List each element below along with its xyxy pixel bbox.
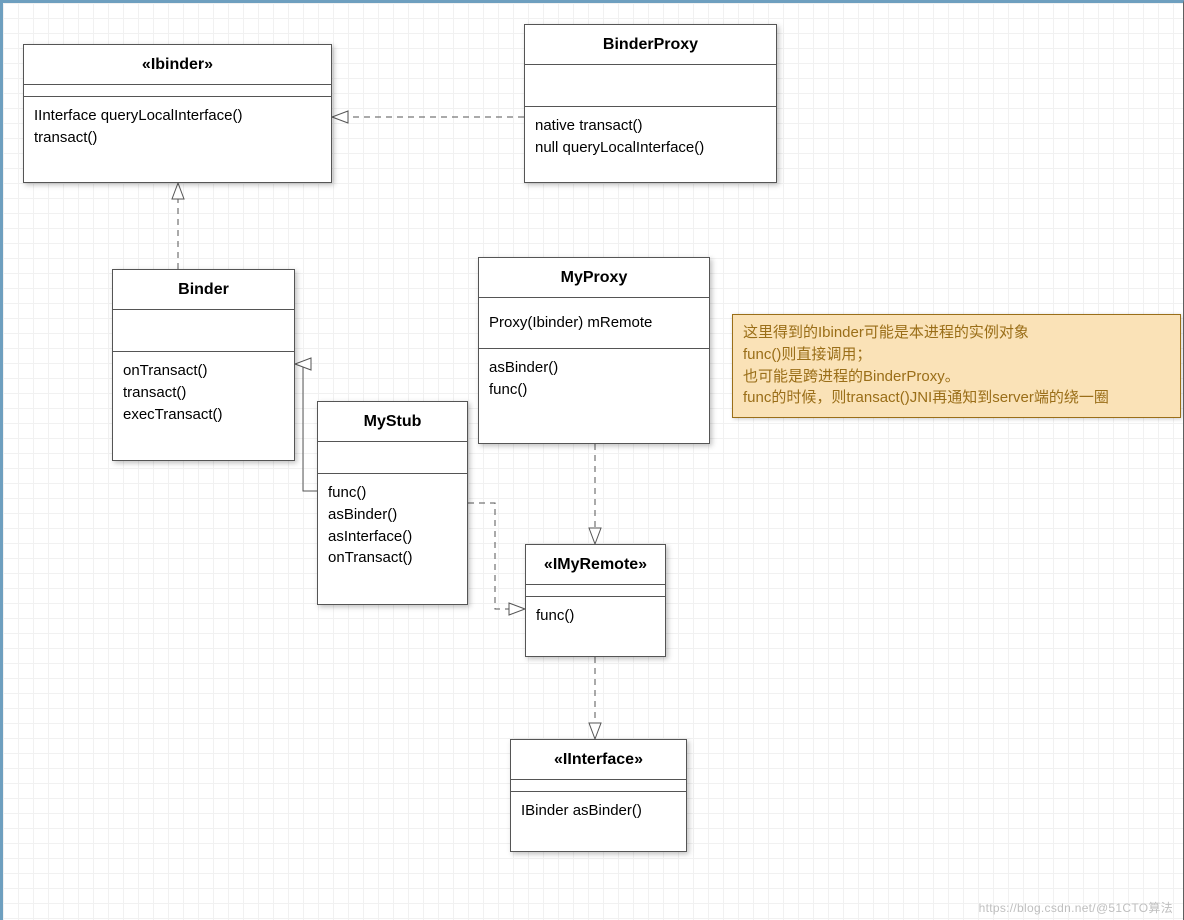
- class-attrs: [113, 310, 294, 352]
- class-title: Binder: [113, 270, 294, 310]
- class-attrs: [511, 780, 686, 792]
- class-iinterface: «IInterface» IBinder asBinder(): [510, 739, 687, 852]
- class-binder: Binder onTransact() transact() execTrans…: [112, 269, 295, 461]
- class-imyremote: «IMyRemote» func(): [525, 544, 666, 657]
- class-myproxy: MyProxy Proxy(Ibinder) mRemote asBinder(…: [478, 257, 710, 444]
- class-methods: IInterface queryLocalInterface() transac…: [24, 97, 331, 182]
- edge-mystub-imyremote: [468, 503, 525, 609]
- class-title: MyStub: [318, 402, 467, 442]
- class-ibinder: «Ibinder» IInterface queryLocalInterface…: [23, 44, 332, 183]
- class-title: «IInterface»: [511, 740, 686, 780]
- class-title: MyProxy: [479, 258, 709, 298]
- class-attrs: [525, 65, 776, 107]
- class-title: BinderProxy: [525, 25, 776, 65]
- class-mystub: MyStub func() asBinder() asInterface() o…: [317, 401, 468, 605]
- class-methods: func(): [526, 597, 665, 656]
- class-attrs: [24, 85, 331, 97]
- watermark-text: https://blog.csdn.net/@51CTO算法: [979, 899, 1173, 916]
- class-methods: IBinder asBinder(): [511, 792, 686, 851]
- class-methods: onTransact() transact() execTransact(): [113, 352, 294, 460]
- class-attrs: [318, 442, 467, 474]
- note-text: 这里得到的Ibinder可能是本进程的实例对象 func()则直接调用； 也可能…: [743, 322, 1170, 409]
- uml-note: 这里得到的Ibinder可能是本进程的实例对象 func()则直接调用； 也可能…: [732, 314, 1181, 418]
- class-binderproxy: BinderProxy native transact() null query…: [524, 24, 777, 183]
- edge-mystub-binder: [295, 364, 317, 491]
- class-attrs: [526, 585, 665, 597]
- class-title: «Ibinder»: [24, 45, 331, 85]
- class-methods: func() asBinder() asInterface() onTransa…: [318, 474, 467, 604]
- diagram-canvas: «Ibinder» IInterface queryLocalInterface…: [0, 0, 1184, 920]
- class-title: «IMyRemote»: [526, 545, 665, 585]
- class-methods: native transact() null queryLocalInterfa…: [525, 107, 776, 182]
- class-methods: asBinder() func(): [479, 349, 709, 443]
- class-attrs: Proxy(Ibinder) mRemote: [479, 298, 709, 349]
